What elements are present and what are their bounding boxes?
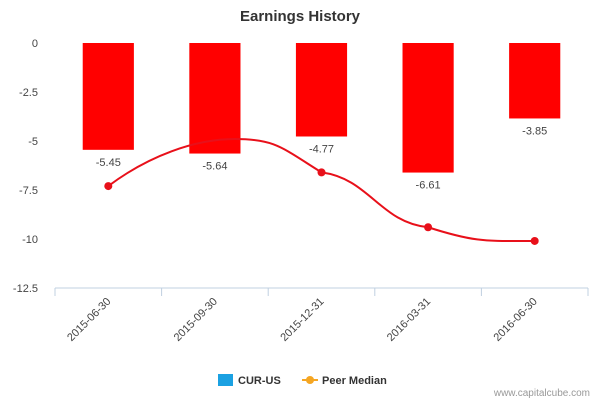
- y-axis: 0 -2.5 -5 -7.5 -10 -12.5: [13, 38, 38, 295]
- bar-data-label: -3.85: [522, 125, 547, 137]
- bar-series-cur-us: [82, 43, 561, 173]
- legend-marker-peer-median: [306, 376, 314, 384]
- peer-median-point: [530, 236, 539, 245]
- bar-data-label: -5.64: [202, 161, 227, 173]
- y-tick-label: -10: [22, 234, 38, 246]
- legend-label-cur-us: CUR-US: [238, 375, 281, 387]
- peer-median-point: [104, 182, 113, 191]
- bar-data-labels: -5.45 -5.64 -4.77 -6.61 -3.85: [96, 125, 547, 191]
- x-tick-label: 2016-06-30: [492, 296, 540, 344]
- bar: [189, 43, 241, 154]
- bar: [402, 43, 454, 173]
- bar: [509, 43, 561, 119]
- y-tick-label: -7.5: [19, 185, 38, 197]
- x-axis: 2015-06-30 2015-09-30 2015-12-31 2016-03-31…: [54, 287, 589, 344]
- bar-data-label: -6.61: [416, 180, 441, 192]
- bar-data-label: -5.45: [96, 157, 121, 169]
- y-tick-label: -5: [28, 136, 38, 148]
- y-tick-label: -2.5: [19, 87, 38, 99]
- chart-title: Earnings History: [240, 8, 361, 25]
- x-tick-label: 2015-06-30: [65, 296, 113, 344]
- bar: [82, 43, 134, 150]
- x-tick-label: 2016-03-31: [385, 296, 433, 344]
- bar: [295, 43, 348, 137]
- peer-median-point: [424, 223, 433, 232]
- line-series-peer-median: [104, 138, 539, 245]
- bar-data-label: -4.77: [309, 143, 334, 155]
- legend-label-peer-median: Peer Median: [322, 375, 387, 387]
- credit-text: www.capitalcube.com: [493, 388, 590, 399]
- y-tick-label: 0: [32, 38, 38, 50]
- legend-swatch-cur-us: [218, 374, 233, 386]
- x-tick-label: 2015-09-30: [172, 296, 220, 344]
- y-tick-label: -12.5: [13, 283, 38, 295]
- x-tick-label: 2015-12-31: [278, 296, 326, 344]
- peer-median-point: [317, 168, 326, 177]
- legend: CUR-US Peer Median: [218, 374, 387, 387]
